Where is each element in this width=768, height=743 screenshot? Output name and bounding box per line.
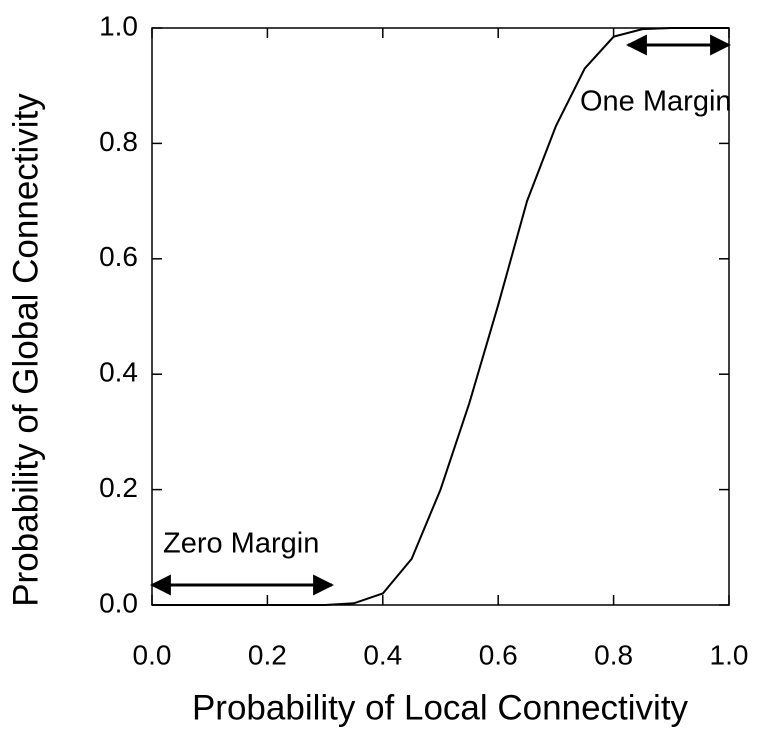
x-tick-label: 0.4 <box>363 639 402 670</box>
plot-frame <box>151 27 730 606</box>
y-tick-label: 0.0 <box>99 587 138 618</box>
annotation: Zero Margin <box>163 528 319 560</box>
x-tick-label: 0.0 <box>133 639 172 670</box>
x-tick-label: 0.2 <box>248 639 287 670</box>
y-tick-label: 1.0 <box>99 10 138 41</box>
x-tick-label: 0.8 <box>594 639 633 670</box>
line <box>152 27 729 606</box>
x-axis-label: Probability of Local Connectivity <box>192 688 689 727</box>
x-tick-label: 1.0 <box>710 639 749 670</box>
y-tick-label: 0.2 <box>99 472 138 503</box>
x-tick-label: 0.6 <box>479 639 518 670</box>
y-tick-label: 0.4 <box>99 357 138 388</box>
y-tick-label: 0.8 <box>99 126 138 157</box>
y-tick-label: 0.6 <box>99 241 138 272</box>
y-axis-label: Probability of Global Connectivity <box>6 93 45 607</box>
annotation: One Margin <box>580 86 732 118</box>
